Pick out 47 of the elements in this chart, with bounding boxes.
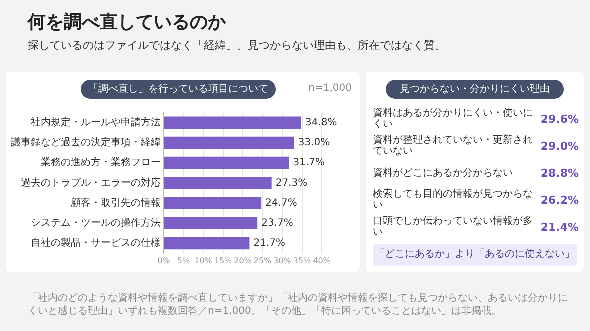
data-label: 34.8% — [305, 118, 338, 129]
category-label: 資料がどこにあるか分からない — [373, 168, 514, 178]
data-label: 29.0% — [540, 140, 579, 152]
bar — [164, 156, 290, 170]
x-tick-label: 5% — [177, 256, 190, 266]
data-label: 26.2% — [540, 194, 579, 206]
y-tick-label: 過去のトラブル・エラーの対応 — [21, 176, 161, 189]
text: 見つからない・分かりにくい理由 — [386, 80, 564, 99]
text: 「調べ直し」を行っている項目について — [81, 80, 276, 99]
chart-subtitle: 探しているのはファイルではなく「経緯」。見つからない理由も、所在ではなく質。 — [28, 38, 446, 53]
data-label: 21.4% — [540, 220, 579, 234]
x-tick-label: 30% — [274, 256, 292, 266]
y-tick-label: システム・ツールの操作方法 — [31, 216, 161, 229]
data-label: 28.8% — [540, 166, 579, 180]
y-tick-label: 自社の製品・サービスの仕様 — [31, 236, 161, 249]
chart-title: 何を調べ直しているのか — [28, 11, 226, 34]
x-tick-label: 0% — [158, 256, 171, 266]
data-label: 27.3% — [276, 178, 308, 189]
text: n=1,000 — [308, 83, 352, 94]
bar — [164, 217, 258, 230]
x-tick-label: 20% — [234, 256, 252, 266]
category-label: 資料はあるが分かりにくい・使いにくい — [373, 108, 534, 130]
data-label: 21.7% — [254, 238, 286, 249]
category-label: 口頭でしか伝わっていない情報が多い — [373, 216, 534, 238]
y-tick-label: 顧客・取引先の情報 — [71, 196, 161, 209]
data-label: 29.6% — [540, 112, 579, 126]
category-label: 検索しても目的の情報が見つからない — [373, 189, 534, 211]
x-tick-label: 40% — [313, 256, 332, 266]
bar — [164, 176, 272, 190]
text: 「どこにあるか」より「あるのに使えない」 — [373, 244, 577, 266]
x-tick-label: 10% — [194, 256, 213, 266]
x-tick-label: 15% — [214, 256, 233, 266]
bar — [164, 237, 250, 250]
data-label: 31.7% — [293, 158, 325, 169]
bar — [164, 197, 262, 210]
text: 「社内のどのような資料や情報を調べ直していますか」「社内の資料や情報を探しても見つからない、あるいは分かりにくいと感じる理由」いずれも複数回答／n=1,000。「その他」「特に困っていることはない」は非掲載。 — [28, 292, 568, 318]
x-tick-label: 35% — [293, 256, 312, 266]
data-label: 33.0% — [298, 138, 330, 149]
data-label: 24.7% — [266, 198, 298, 209]
bar — [164, 116, 302, 130]
bar — [164, 136, 294, 150]
y-tick-label: 社内規定・ルールや申請方法 — [31, 116, 161, 129]
data-label: 23.7% — [262, 218, 294, 229]
y-tick-label: 業務の進め方・業務フロー — [41, 156, 161, 169]
x-tick-label: 25% — [254, 256, 272, 266]
y-tick-label: 議事録など過去の決定事項・経緯 — [11, 136, 161, 149]
category-label: 資料が整理されていない・更新されていない — [373, 135, 534, 157]
